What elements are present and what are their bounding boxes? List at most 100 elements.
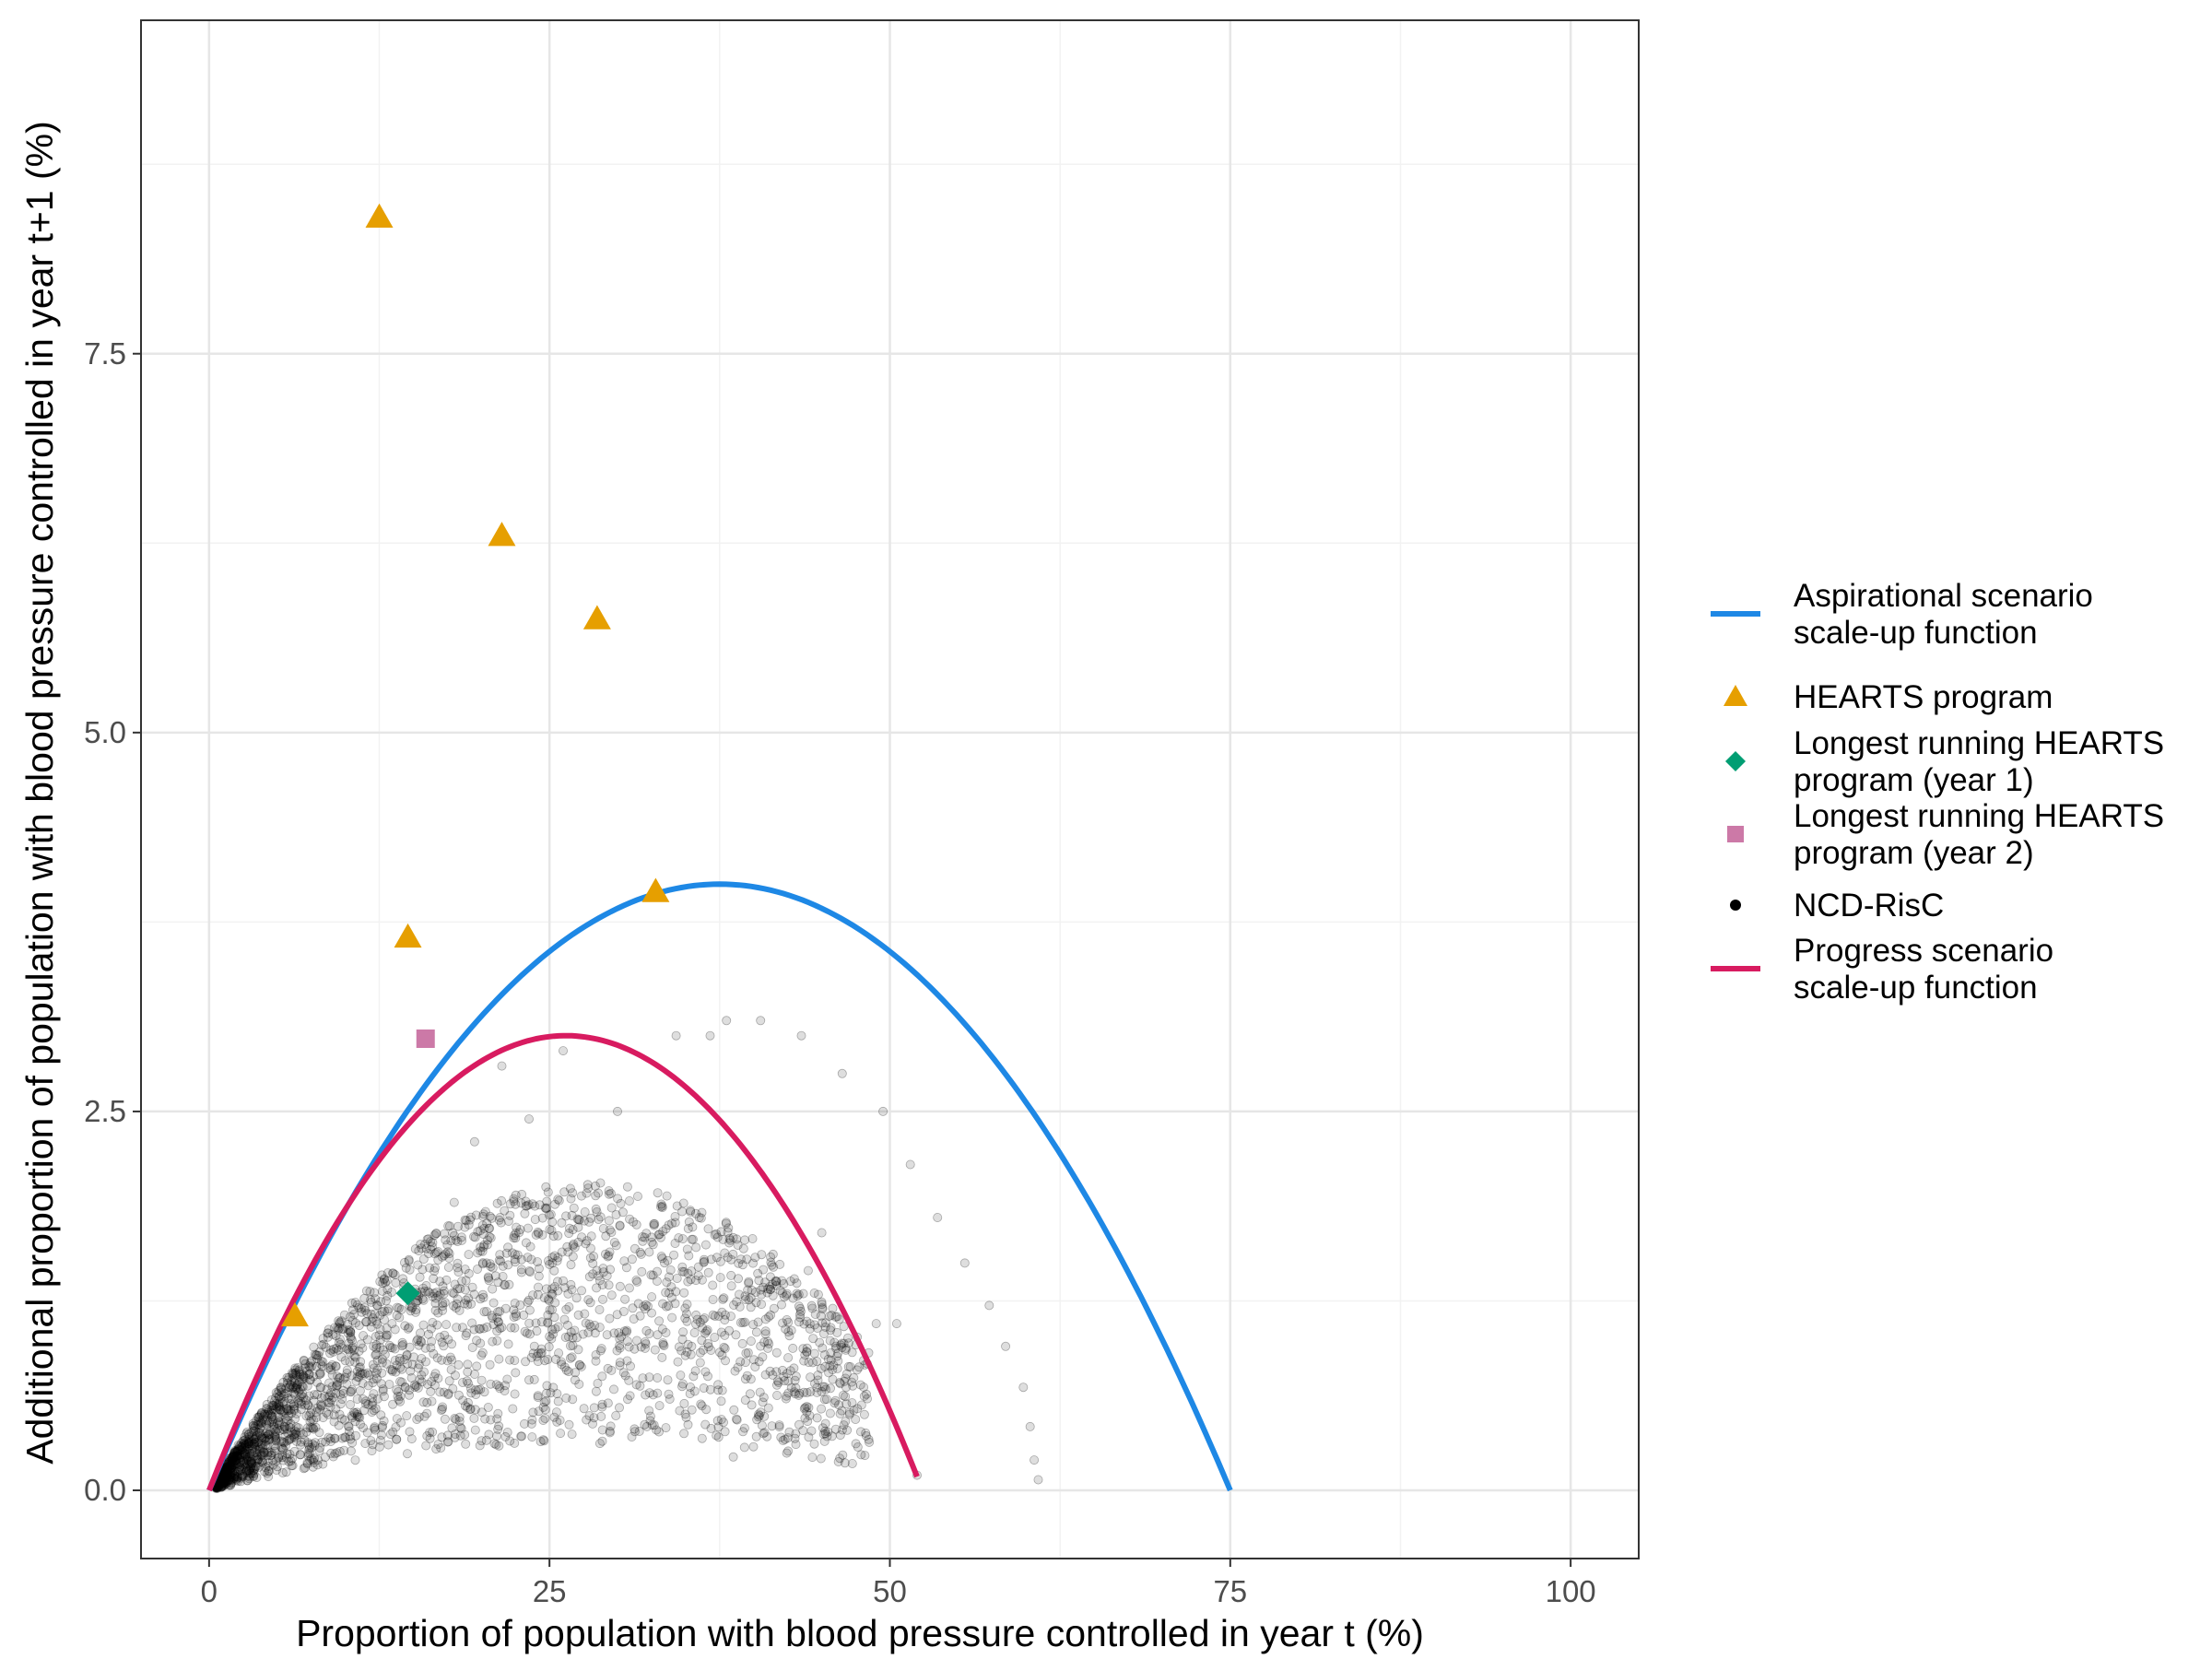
ncd-point xyxy=(428,1318,438,1328)
ncd-point xyxy=(267,1418,277,1428)
ncd-point xyxy=(429,1249,440,1259)
ncd-point xyxy=(275,1412,285,1422)
ncd-point xyxy=(333,1381,343,1391)
ncd-point xyxy=(315,1368,325,1378)
ncd-point xyxy=(549,1251,559,1261)
ncd-point xyxy=(404,1254,414,1265)
ncd-point xyxy=(569,1239,579,1249)
ncd-point xyxy=(308,1423,318,1433)
ncd-point xyxy=(530,1215,540,1225)
ncd-point xyxy=(798,1426,808,1436)
ncd-point xyxy=(390,1344,400,1354)
ncd-point xyxy=(255,1430,265,1441)
ncd-point xyxy=(347,1344,358,1354)
ncd-point xyxy=(509,1194,519,1204)
ncd-point xyxy=(463,1359,473,1370)
ncd-point xyxy=(345,1400,355,1410)
y-tick-label: 5.0 xyxy=(84,715,126,749)
ncd-point xyxy=(416,1335,426,1346)
ncd-point xyxy=(524,1114,535,1124)
ncd-point xyxy=(425,1263,435,1273)
ncd-point xyxy=(429,1263,440,1273)
ncd-point xyxy=(703,1267,713,1277)
ncd-point xyxy=(317,1400,327,1410)
ncd-point xyxy=(420,1287,430,1297)
ncd-point xyxy=(270,1435,280,1445)
ncd-point xyxy=(226,1476,236,1486)
ncd-point xyxy=(289,1378,300,1388)
ncd-point xyxy=(369,1363,379,1373)
ncd-point xyxy=(796,1030,806,1041)
ncd-point xyxy=(276,1406,286,1416)
ncd-point xyxy=(453,1263,463,1273)
ncd-point xyxy=(344,1325,354,1335)
ncd-point xyxy=(849,1406,859,1416)
ncd-point xyxy=(274,1416,284,1426)
ncd-point xyxy=(615,1343,625,1353)
ncd-point xyxy=(841,1392,851,1402)
ncd-point xyxy=(324,1397,335,1407)
legend-label: Progress scenario xyxy=(1794,933,2053,969)
ncd-point xyxy=(262,1431,272,1441)
ncd-point xyxy=(535,1437,546,1447)
ncd-point xyxy=(492,1414,502,1424)
ncd-point xyxy=(641,1325,652,1335)
ncd-point xyxy=(794,1301,804,1312)
ncd-point xyxy=(256,1418,266,1429)
ncd-point xyxy=(326,1448,336,1458)
ncd-point xyxy=(764,1339,774,1349)
ncd-point xyxy=(638,1232,648,1242)
ncd-point xyxy=(536,1344,547,1354)
ncd-point xyxy=(381,1296,391,1306)
ncd-point xyxy=(219,1477,229,1488)
ncd-point xyxy=(855,1380,865,1390)
ncd-point xyxy=(418,1320,429,1330)
ncd-point xyxy=(611,1241,621,1251)
ncd-point xyxy=(622,1356,632,1366)
ncd-point xyxy=(584,1272,594,1282)
ncd-point xyxy=(526,1352,536,1362)
ncd-point xyxy=(756,1341,766,1351)
ncd-point xyxy=(277,1468,288,1478)
ncd-point xyxy=(395,1391,406,1401)
ncd-point xyxy=(658,1227,668,1237)
ncd-point xyxy=(317,1437,327,1447)
ncd-point xyxy=(653,1373,663,1383)
ncd-point xyxy=(377,1307,387,1317)
ncd-point xyxy=(355,1368,365,1378)
ncd-point xyxy=(716,1327,726,1337)
ncd-point xyxy=(244,1430,254,1440)
ncd-point xyxy=(577,1286,587,1296)
ncd-point xyxy=(305,1417,315,1427)
ncd-point xyxy=(557,1218,567,1228)
ncd-point xyxy=(265,1409,275,1419)
ncd-point xyxy=(478,1230,488,1240)
ncd-point xyxy=(683,1277,693,1287)
ncd-point xyxy=(788,1343,798,1353)
ncd-point xyxy=(467,1343,477,1353)
ncd-point xyxy=(335,1399,346,1409)
ncd-point xyxy=(729,1405,739,1415)
ncd-point xyxy=(803,1417,813,1427)
ncd-point xyxy=(809,1348,819,1359)
x-tick-label: 50 xyxy=(873,1574,907,1608)
ncd-point xyxy=(535,1200,545,1210)
ncd-point xyxy=(450,1432,460,1442)
ncd-point xyxy=(586,1322,596,1332)
ncd-point xyxy=(481,1258,491,1268)
ncd-point xyxy=(757,1420,767,1430)
ncd-point xyxy=(521,1357,531,1367)
ncd-point xyxy=(683,1419,693,1430)
ncd-point xyxy=(241,1435,251,1445)
ncd-point xyxy=(359,1302,370,1312)
ncd-point xyxy=(606,1421,616,1431)
ncd-point xyxy=(619,1256,629,1266)
ncd-point xyxy=(318,1459,328,1469)
ncd-point xyxy=(768,1249,778,1259)
ncd-point xyxy=(508,1404,518,1414)
ncd-point xyxy=(564,1419,574,1430)
ncd-point xyxy=(628,1303,638,1313)
ncd-point xyxy=(253,1436,264,1446)
ncd-point xyxy=(527,1432,537,1442)
ncd-point xyxy=(549,1312,559,1323)
